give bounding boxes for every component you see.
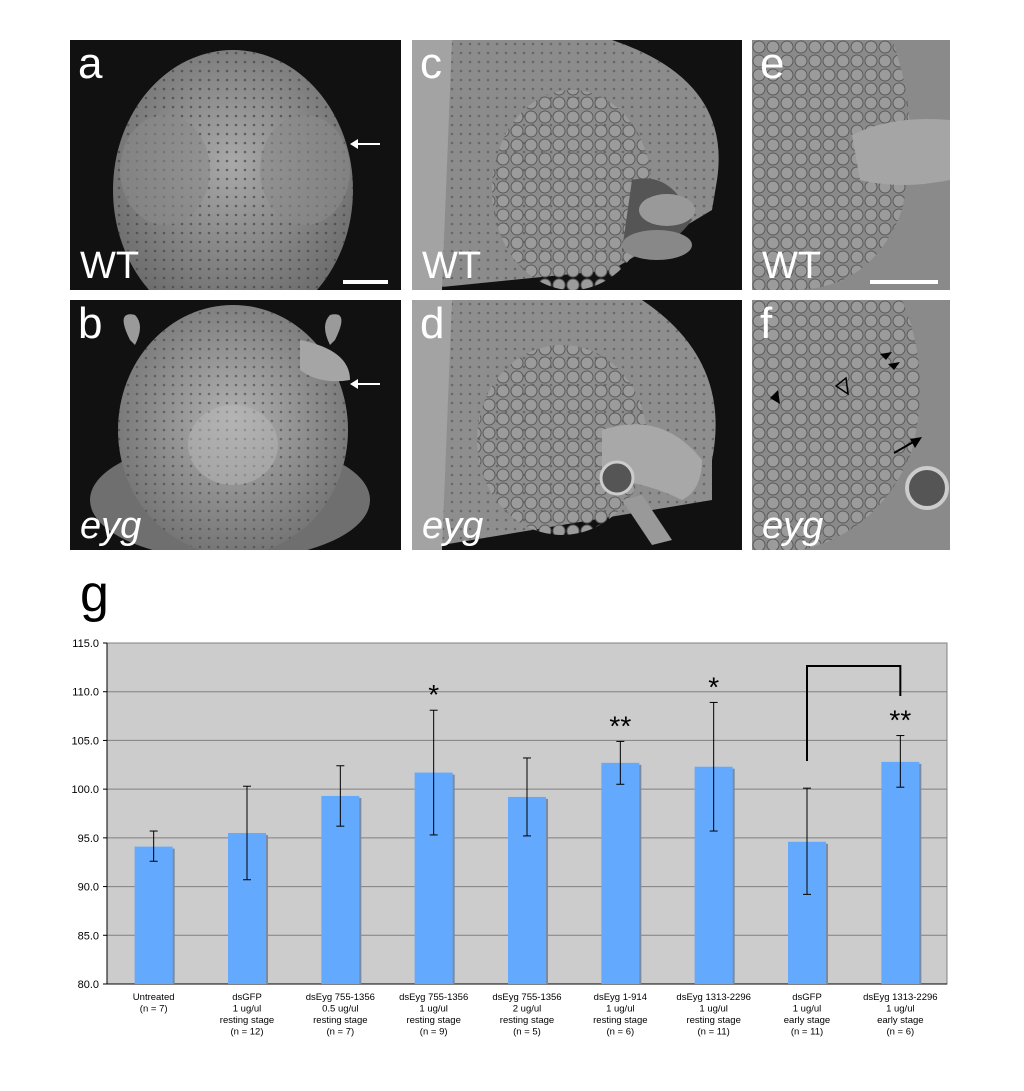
scale-bar (870, 280, 938, 284)
panel-a-micrograph (113, 50, 388, 290)
x-tick-label: Untreated (133, 992, 175, 1003)
bar (134, 846, 173, 984)
panel-label: WT (80, 245, 140, 287)
panel-label: WT (422, 245, 482, 287)
x-tick-label: resting stage (313, 1015, 367, 1026)
y-tick-label: 105.0 (71, 735, 99, 747)
x-tick-label: resting stage (686, 1015, 740, 1026)
panel-b: b eyg (70, 300, 401, 550)
x-tick-label: 1 ug/ul (419, 1004, 448, 1015)
panel-letter: g (80, 565, 109, 623)
panel-b-micrograph (90, 305, 380, 550)
x-tick-label: dsEyg 1313-2296 (676, 992, 750, 1003)
x-tick-label: resting stage (220, 1015, 274, 1026)
panel-f: f eyg (752, 300, 950, 550)
significance-label: ** (889, 705, 911, 736)
x-tick-label: (n = 6) (606, 1027, 634, 1038)
x-tick-label: dsEyg 755-1356 (306, 992, 375, 1003)
panel-letter: e (760, 40, 785, 88)
x-tick-label: (n = 11) (698, 1027, 730, 1038)
panel-e: e WT (752, 40, 950, 290)
x-tick-label: (n = 7) (326, 1027, 354, 1038)
panel-label: eyg (80, 505, 142, 547)
y-tick-label: 85.0 (78, 930, 99, 942)
panel-label: eyg (762, 505, 824, 547)
panel-label: WT (762, 245, 822, 287)
panel-letter: c (420, 40, 442, 88)
panel-letter: b (78, 300, 103, 348)
bar (321, 795, 360, 984)
panel-f-micrograph (752, 300, 950, 550)
x-tick-label: (n = 6) (886, 1027, 914, 1038)
panel-d-micrograph (412, 300, 716, 550)
x-tick-label: 1 ug/ul (233, 1004, 262, 1015)
x-tick-label: dsEyg 755-1356 (399, 992, 468, 1003)
x-tick-label: 1 ug/ul (699, 1004, 728, 1015)
x-tick-label: (n = 9) (420, 1027, 448, 1038)
x-tick-label: (n = 5) (513, 1027, 541, 1038)
panel-c-micrograph (412, 40, 719, 290)
panel-d: d eyg (412, 300, 742, 550)
x-tick-label: 1 ug/ul (606, 1004, 635, 1015)
open-arrowhead-icon (834, 376, 849, 396)
panel-a: a WT (70, 40, 401, 290)
bar (881, 761, 920, 984)
panel-label: eyg (422, 505, 484, 547)
bar (601, 762, 640, 984)
significance-label: ** (609, 710, 631, 741)
x-tick-label: dsEyg 755-1356 (492, 992, 561, 1003)
arrowhead-icon (880, 352, 892, 360)
significance-label: * (708, 671, 719, 702)
x-tick-label: dsEyg 1-914 (594, 992, 647, 1003)
x-tick-label: 1 ug/ul (793, 1004, 822, 1015)
arrowhead-icon (770, 390, 780, 404)
scale-bar (343, 280, 388, 284)
x-tick-label: dsEyg 1313-2296 (863, 992, 937, 1003)
x-tick-label: (n = 11) (791, 1027, 823, 1038)
arrowhead-icon (888, 362, 900, 370)
y-tick-label: 115.0 (72, 638, 99, 650)
panel-letter: a (78, 40, 103, 88)
panel-letter: d (420, 300, 445, 348)
x-tick-label: dsGFP (792, 992, 822, 1003)
panel-e-micrograph (752, 40, 950, 290)
comparison-bracket (806, 665, 902, 761)
x-tick-label: 0.5 ug/ul (322, 1004, 358, 1015)
x-tick-label: dsGFP (232, 992, 262, 1003)
y-tick-label: 95.0 (78, 833, 99, 845)
x-tick-label: resting stage (593, 1015, 647, 1026)
bar-chart: 80.0 85.0 90.0 95.0 100.0 105.0 110.0 115.0 Untr… (71, 638, 948, 1038)
y-tick-label: 80.0 (78, 979, 99, 991)
y-tick-label: 100.0 (71, 784, 99, 796)
x-tick-label: early stage (877, 1015, 923, 1026)
x-tick-label: resting stage (500, 1015, 554, 1026)
x-tick-label: (n = 7) (140, 1004, 168, 1015)
significance-label: * (428, 679, 439, 710)
x-tick-label: (n = 12) (230, 1027, 263, 1038)
panel-c: c WT (412, 40, 742, 290)
x-tick-label: 2 ug/ul (513, 1004, 542, 1015)
arrow-icon (893, 440, 916, 454)
panel-letter: f (760, 300, 773, 348)
x-tick-label: early stage (784, 1015, 830, 1026)
y-tick-label: 110.0 (72, 687, 99, 699)
x-tick-label: 1 ug/ul (886, 1004, 915, 1015)
y-tick-label: 90.0 (78, 882, 99, 894)
x-tick-label: resting stage (406, 1015, 460, 1026)
